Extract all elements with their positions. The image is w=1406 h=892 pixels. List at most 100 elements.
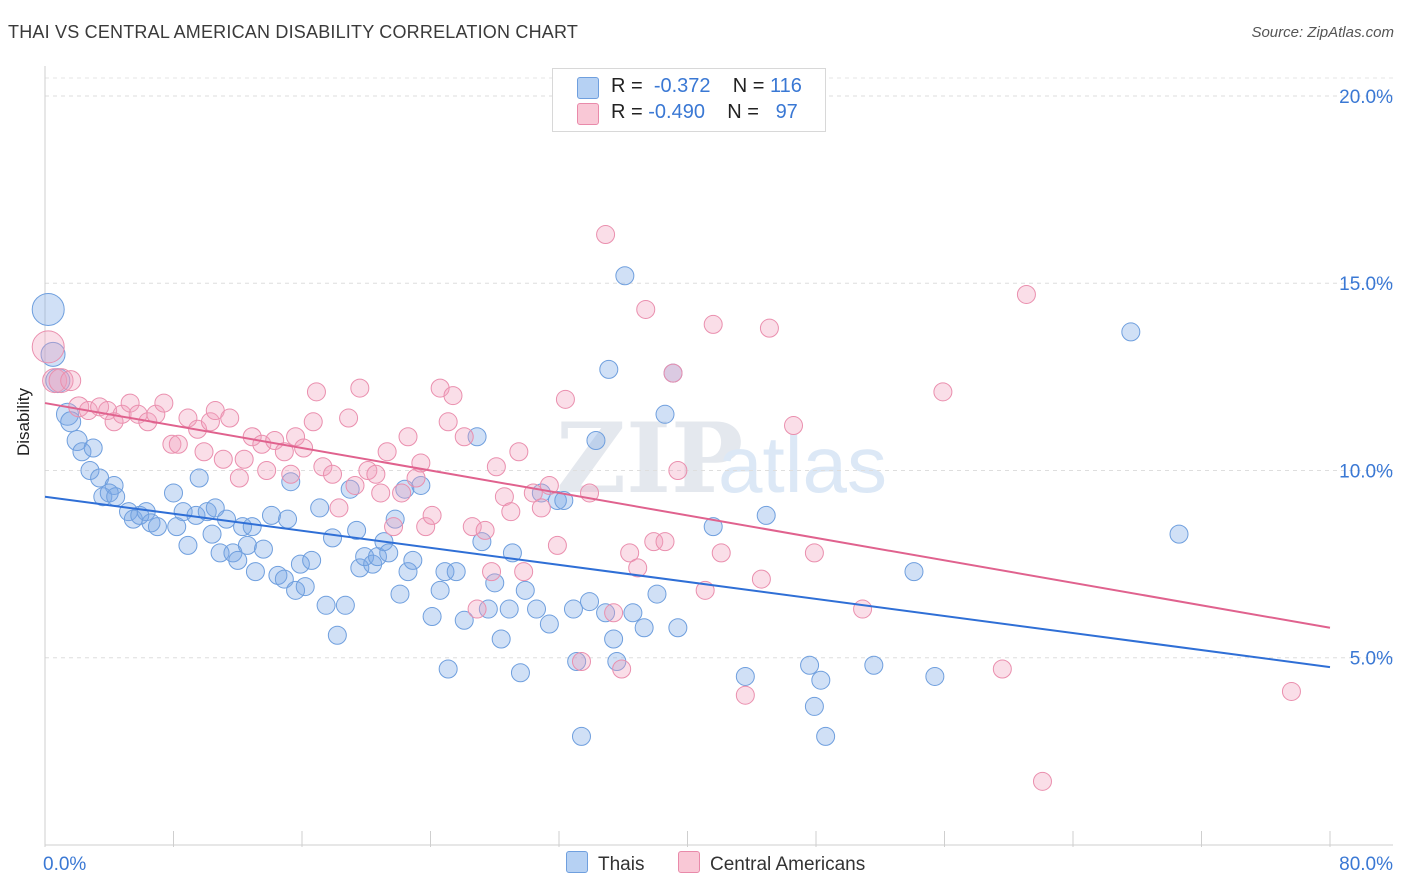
central-american-point — [416, 517, 436, 537]
thai-point — [438, 659, 458, 679]
thai-point — [385, 509, 405, 529]
thai-point — [281, 472, 301, 492]
thai-point — [286, 580, 306, 600]
thai-point — [141, 513, 161, 533]
thai-point — [302, 550, 322, 570]
central-american-point — [531, 498, 551, 518]
bottom-legend-swatch-thais — [566, 851, 588, 873]
central-american-point — [784, 416, 804, 436]
thai-point — [485, 573, 505, 593]
central-american-point — [663, 363, 683, 383]
central-american-point — [194, 442, 214, 462]
central-american-point — [804, 543, 824, 563]
thai-point — [703, 517, 723, 537]
central-american-point — [339, 408, 359, 428]
thai-point — [323, 528, 343, 548]
central-american-trendline — [44, 402, 1331, 629]
central-american-point — [371, 483, 391, 503]
central-american-point — [604, 603, 624, 623]
thai-point — [335, 595, 355, 615]
thai-point — [295, 577, 315, 597]
central-american-point — [443, 386, 463, 406]
thai-point — [178, 535, 198, 555]
thai-point — [164, 483, 183, 503]
bottom-legend-thais: Thais — [566, 851, 644, 876]
thai-point — [274, 569, 294, 589]
thai-point — [800, 655, 820, 675]
thai-point — [310, 498, 330, 518]
legend-r-label: R = — [611, 101, 643, 123]
thai-point — [350, 558, 370, 578]
watermark-zip: ZIP — [556, 402, 743, 515]
thai-point — [623, 603, 643, 623]
central-american-point — [422, 505, 442, 525]
central-american-point — [486, 457, 506, 477]
central-american-point — [234, 449, 254, 469]
thai-point — [316, 595, 336, 615]
central-american-point — [350, 378, 370, 398]
thai-trendline — [44, 495, 1331, 669]
thai-point — [491, 629, 511, 649]
thai-point — [454, 610, 474, 630]
thai-point — [527, 599, 547, 619]
chart-source: Source: ZipAtlas.com — [1251, 24, 1394, 41]
thai-point — [816, 726, 836, 746]
central-american-point — [612, 659, 632, 679]
thai-point — [478, 599, 498, 619]
central-american-point — [454, 427, 474, 447]
thai-point — [422, 607, 442, 627]
central-american-point — [438, 412, 458, 432]
thai-point — [1169, 524, 1189, 544]
central-american-point — [313, 457, 333, 477]
bottom-legend-swatch-central-americans — [678, 851, 700, 873]
bottom-legend-label-thais: Thais — [598, 854, 645, 875]
thai-point — [596, 603, 616, 623]
central-american-point — [1016, 284, 1036, 304]
thai-point — [99, 483, 119, 503]
thai-point — [130, 505, 150, 525]
central-american-point — [482, 562, 502, 582]
central-american-point — [509, 442, 529, 462]
thai-point — [398, 562, 418, 582]
thai-point — [327, 625, 347, 645]
thai-point — [228, 550, 248, 570]
thai-point — [615, 266, 635, 286]
thai-point — [31, 292, 65, 326]
central-american-point — [60, 370, 82, 392]
central-american-point — [220, 408, 240, 428]
central-american-point — [384, 517, 404, 537]
thai-point — [811, 670, 831, 690]
thai-point — [390, 584, 410, 604]
thai-point — [668, 618, 688, 638]
bottom-legend-central-americans: Central Americans — [678, 851, 865, 876]
thai-point — [904, 562, 924, 582]
thai-point — [599, 359, 619, 379]
thai-point — [563, 599, 583, 619]
central-american-point — [751, 569, 771, 589]
x-tick-label: 80.0% — [1339, 854, 1393, 875]
central-american-point — [703, 314, 723, 334]
central-american-point — [178, 408, 198, 428]
central-american-point — [933, 382, 953, 402]
central-american-point — [514, 562, 534, 582]
thai-point — [253, 539, 273, 559]
central-american-point — [853, 599, 873, 619]
thai-point — [242, 517, 262, 537]
central-american-point — [323, 464, 343, 484]
y-axis-label: Disability — [14, 387, 33, 456]
central-american-point — [1032, 771, 1052, 791]
thai-point — [268, 565, 288, 585]
thai-point — [925, 666, 945, 686]
thai-point — [586, 431, 606, 451]
thai-point — [1121, 322, 1141, 342]
central-american-point — [501, 502, 521, 522]
y-tick-label: 20.0% — [1339, 87, 1393, 108]
central-american-point — [644, 532, 664, 552]
central-american-point — [229, 468, 249, 488]
thai-point — [80, 460, 100, 480]
thai-point — [446, 562, 466, 582]
thai-point — [735, 666, 755, 686]
thai-point — [647, 584, 667, 604]
central-american-point — [547, 535, 567, 555]
